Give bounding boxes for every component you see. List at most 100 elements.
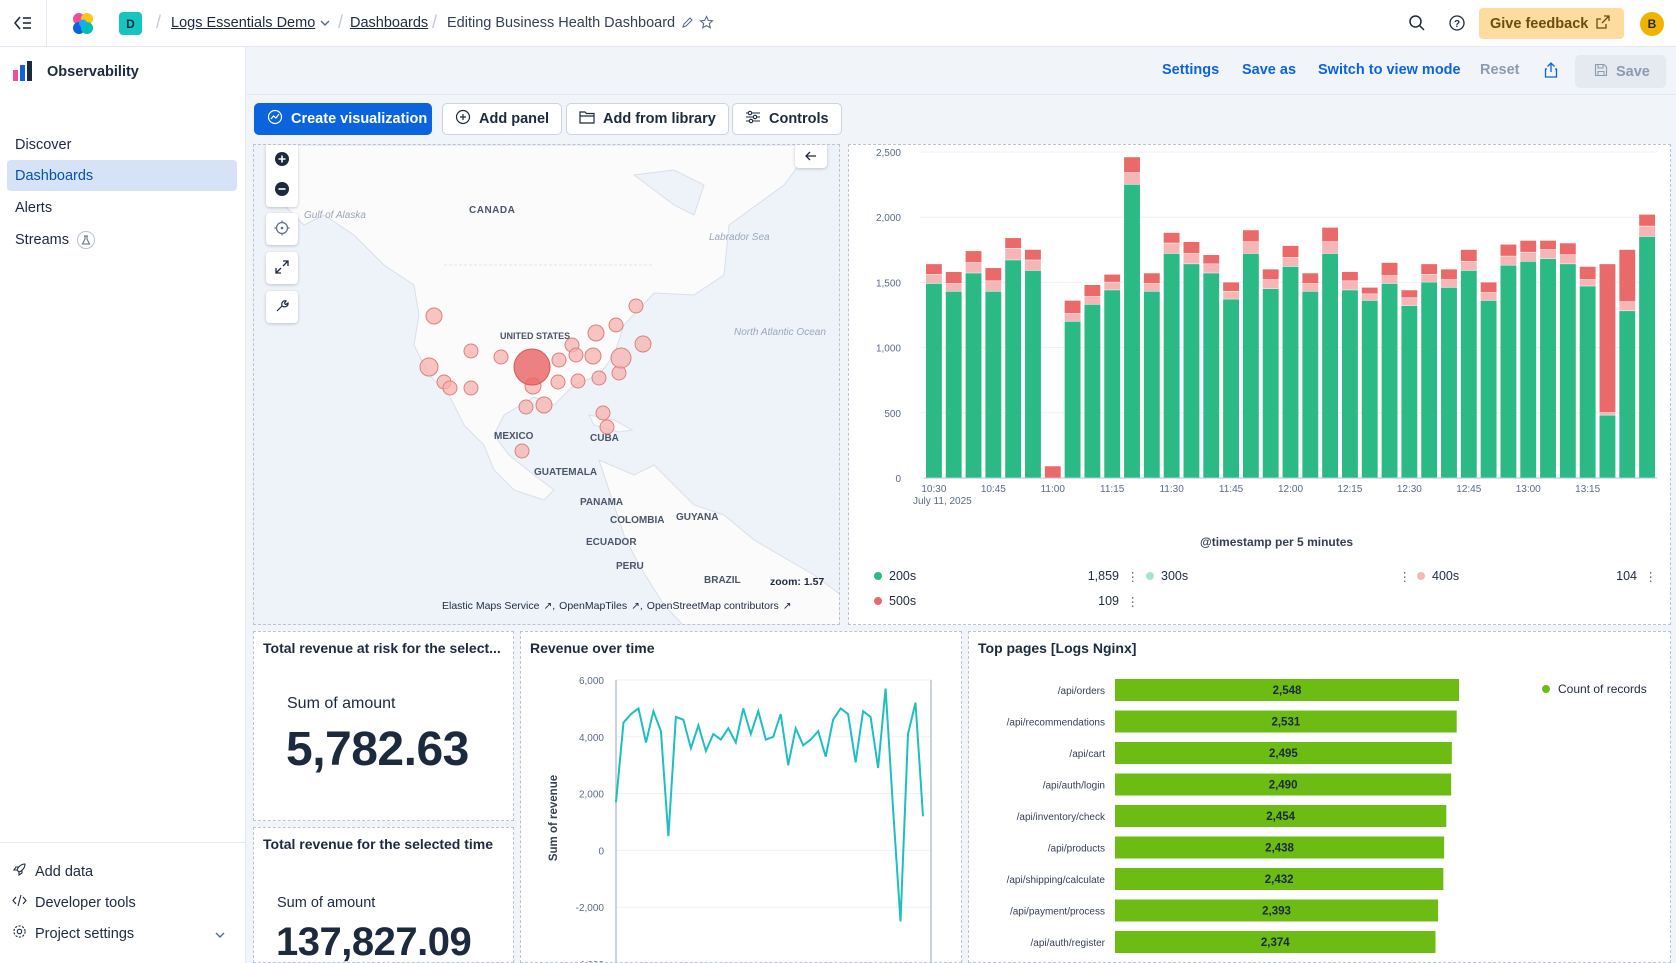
zoom-in-icon[interactable] <box>274 151 290 170</box>
map-data-point <box>568 347 584 363</box>
chevron-down-icon[interactable] <box>214 927 226 943</box>
bar-segment-400s <box>1619 301 1636 311</box>
map-data-point <box>595 405 611 421</box>
bar-segment-500s <box>1599 264 1616 413</box>
bar-segment-400s <box>1342 281 1358 290</box>
map-data-point <box>419 357 439 377</box>
bar-value-label: 2,531 <box>1271 717 1300 729</box>
x-tick-label: 12:00 <box>1278 484 1303 495</box>
map-label: ECUADOR <box>586 537 637 548</box>
sidebar-item-dashboards[interactable]: Dashboards <box>7 160 237 191</box>
search-icon[interactable] <box>1408 14 1426 32</box>
svg-text:?: ? <box>1454 19 1460 30</box>
controls-sliders-icon <box>745 110 761 128</box>
add-from-library-button[interactable]: Add from library <box>566 103 729 135</box>
map-zoom-level: zoom: 1.57 <box>770 576 825 588</box>
chevron-down-icon[interactable] <box>319 18 331 28</box>
bar-segment-400s <box>1124 172 1140 185</box>
bar-segment-200s <box>1223 299 1239 478</box>
y-tick-label: 4,000 <box>579 733 604 744</box>
legend-name: 200s <box>889 569 917 583</box>
metric-value: 137,827.09 <box>276 920 472 963</box>
revenue-line-chart[interactable]: -4,000-2,00002,0004,0006,00010:0011:0012… <box>521 664 962 963</box>
controls-button[interactable]: Controls <box>732 103 842 135</box>
collapse-nav-icon[interactable] <box>13 13 33 33</box>
zoom-out-icon[interactable] <box>274 181 290 200</box>
y-tick-label: 0 <box>598 846 604 857</box>
settings-button[interactable]: Settings <box>1162 62 1220 78</box>
bar-segment-500s <box>1242 230 1259 242</box>
create-visualization-button[interactable]: Create visualization <box>254 103 432 135</box>
bar-segment-200s <box>1460 270 1477 478</box>
bar-segment-200s <box>1500 265 1517 478</box>
bar-segment-500s <box>1619 249 1636 302</box>
developer-tools-link[interactable]: Developer tools <box>12 893 136 912</box>
reset-button[interactable]: Reset <box>1480 62 1520 78</box>
edit-title-icon[interactable] <box>681 16 694 29</box>
bar-segment-500s <box>1262 269 1279 280</box>
category-label: /api/products <box>1048 844 1105 855</box>
panel-title: Top pages [Logs Nginx] <box>978 640 1137 656</box>
top-pages-bar-chart[interactable]: /api/orders 2,548/api/recommendations 2,53… <box>969 664 1469 963</box>
bar-segment-200s <box>1282 266 1299 478</box>
beta-badge-icon <box>77 230 95 249</box>
save-as-button[interactable]: Save as <box>1242 62 1297 78</box>
bar-segment-500s <box>1500 244 1517 256</box>
map-data-point <box>608 317 624 333</box>
bar-segment-400s <box>1322 241 1339 254</box>
user-avatar[interactable]: B <box>1640 12 1664 36</box>
bar-segment-400s <box>1520 252 1537 262</box>
breadcrumb-dashboards[interactable]: Dashboards <box>350 15 429 31</box>
bar-segment-200s <box>1480 300 1497 478</box>
map-canvas[interactable]: CANADA Gulf of Alaska Labrador Sea North… <box>254 145 840 625</box>
elastic-logo-icon[interactable] <box>70 11 96 37</box>
metric-revenue-at-risk-panel: Total revenue at risk for the select... … <box>253 631 514 821</box>
collapse-legend-button[interactable] <box>795 145 827 168</box>
bar-segment-500s <box>1203 255 1220 264</box>
bar <box>1115 805 1447 827</box>
space-avatar[interactable]: D <box>119 12 142 35</box>
add-data-link[interactable]: Add data <box>12 862 93 881</box>
project-settings-link[interactable]: Project settings <box>12 924 134 943</box>
locate-button[interactable] <box>266 213 298 245</box>
y-tick-label: 2,000 <box>876 213 901 224</box>
give-feedback-button[interactable]: Give feedback <box>1479 8 1624 39</box>
bar-segment-400s <box>1262 279 1279 289</box>
sidebar-item-streams[interactable]: Streams <box>7 224 237 255</box>
map-panel: CANADA Gulf of Alaska Labrador Sea North… <box>253 144 840 625</box>
top-pages-legend[interactable]: Count of records <box>1542 682 1647 696</box>
bar-segment-400s <box>1441 279 1457 288</box>
panel-title: Total revenue for the selected time <box>263 836 494 852</box>
sidebar-item-alerts[interactable]: Alerts <box>7 192 237 223</box>
sidebar-item-discover[interactable]: Discover <box>7 129 237 160</box>
footer-label: Add data <box>35 863 94 880</box>
fullscreen-button[interactable] <box>266 252 298 284</box>
legend-menu-icon[interactable]: ⋮ <box>1398 570 1412 584</box>
save-button[interactable]: Save <box>1575 55 1666 88</box>
attribution-link[interactable]: Elastic Maps Service <box>442 600 540 612</box>
attribution-link[interactable]: OpenStreetMap contributors <box>646 600 779 612</box>
tools-button[interactable] <box>266 291 298 323</box>
legend-menu-icon[interactable]: ⋮ <box>1126 570 1140 584</box>
breadcrumb-project[interactable]: Logs Essentials Demo <box>171 15 316 31</box>
attribution-link[interactable]: OpenMapTiles <box>559 600 628 612</box>
bar-segment-500s <box>1104 274 1121 282</box>
bar-segment-400s <box>925 274 942 284</box>
bar-value-label: 2,432 <box>1265 874 1294 886</box>
favorite-star-icon[interactable] <box>699 15 714 30</box>
legend-menu-icon[interactable]: ⋮ <box>1644 570 1658 584</box>
bar <box>1115 836 1445 859</box>
share-icon[interactable] <box>1544 62 1558 81</box>
status-codes-chart[interactable]: 0 500 1,000 1,500 2,000 2,500 10:30 10:45 11:00 1… <box>849 145 1671 555</box>
map-data-point <box>599 419 615 435</box>
bar-segment-400s <box>1639 226 1656 237</box>
bar-value-label: 2,393 <box>1262 906 1291 918</box>
legend-menu-icon[interactable]: ⋮ <box>1126 595 1140 609</box>
bar-segment-200s <box>1302 291 1319 478</box>
switch-view-mode-button[interactable]: Switch to view mode <box>1318 62 1461 78</box>
legend-name: 400s <box>1432 569 1460 583</box>
map-data-point <box>634 335 652 353</box>
help-icon[interactable]: ? <box>1448 14 1466 32</box>
panel-actions-bar: Create visualization Add panel Add from … <box>247 96 1676 140</box>
add-panel-button[interactable]: Add panel <box>442 103 563 135</box>
